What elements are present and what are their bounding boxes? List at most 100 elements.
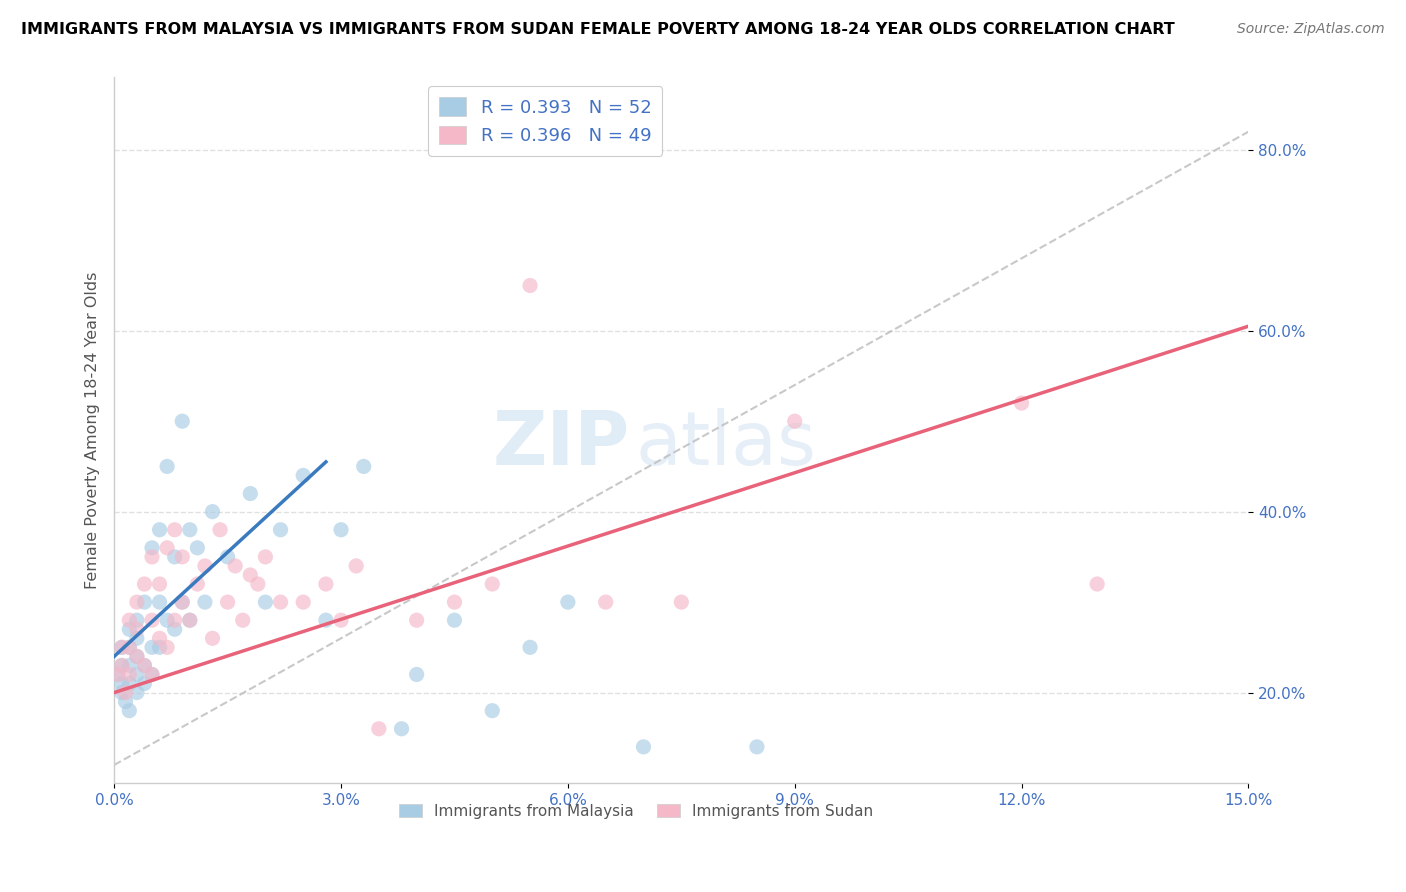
Point: [172, 595, 194, 609]
Text: atlas: atlas: [636, 408, 817, 481]
Point: [125, 685, 148, 699]
Point: [443, 613, 465, 627]
Point: [745, 739, 768, 754]
Point: [156, 541, 179, 555]
Point: [254, 595, 277, 609]
Point: [134, 676, 156, 690]
Point: [125, 595, 148, 609]
Point: [557, 595, 579, 609]
Point: [156, 640, 179, 655]
Point: [172, 414, 194, 428]
Point: [125, 622, 148, 636]
Point: [224, 558, 246, 573]
Point: [141, 667, 163, 681]
Point: [134, 595, 156, 609]
Point: [118, 667, 141, 681]
Point: [148, 640, 170, 655]
Point: [163, 622, 186, 636]
Point: [405, 667, 427, 681]
Point: [315, 577, 337, 591]
Point: [118, 613, 141, 627]
Point: [194, 558, 217, 573]
Point: [125, 632, 148, 646]
Point: [217, 595, 239, 609]
Point: [179, 613, 201, 627]
Point: [125, 649, 148, 664]
Point: [163, 523, 186, 537]
Point: [194, 595, 217, 609]
Point: [148, 632, 170, 646]
Point: [270, 523, 292, 537]
Point: [118, 676, 141, 690]
Point: [209, 523, 232, 537]
Text: IMMIGRANTS FROM MALAYSIA VS IMMIGRANTS FROM SUDAN FEMALE POVERTY AMONG 18-24 YEA: IMMIGRANTS FROM MALAYSIA VS IMMIGRANTS F…: [21, 22, 1175, 37]
Point: [671, 595, 693, 609]
Point: [111, 658, 134, 673]
Point: [111, 685, 134, 699]
Point: [111, 658, 134, 673]
Point: [519, 278, 541, 293]
Point: [201, 632, 224, 646]
Point: [107, 667, 129, 681]
Point: [114, 695, 136, 709]
Point: [481, 577, 503, 591]
Point: [156, 459, 179, 474]
Point: [330, 523, 353, 537]
Point: [111, 640, 134, 655]
Point: [134, 658, 156, 673]
Point: [148, 523, 170, 537]
Point: [405, 613, 427, 627]
Point: [156, 613, 179, 627]
Point: [201, 505, 224, 519]
Point: [179, 613, 201, 627]
Point: [148, 595, 170, 609]
Point: [186, 541, 208, 555]
Point: [118, 622, 141, 636]
Point: [315, 613, 337, 627]
Point: [141, 541, 163, 555]
Point: [118, 640, 141, 655]
Point: [481, 704, 503, 718]
Point: [1085, 577, 1108, 591]
Point: [179, 523, 201, 537]
Point: [118, 658, 141, 673]
Point: [367, 722, 389, 736]
Point: [292, 468, 315, 483]
Point: [391, 722, 413, 736]
Point: [1011, 396, 1033, 410]
Point: [107, 667, 129, 681]
Point: [125, 613, 148, 627]
Point: [330, 613, 353, 627]
Point: [148, 577, 170, 591]
Point: [519, 640, 541, 655]
Point: [270, 595, 292, 609]
Point: [232, 613, 254, 627]
Point: [172, 595, 194, 609]
Point: [254, 549, 277, 564]
Point: [141, 549, 163, 564]
Point: [141, 613, 163, 627]
Point: [246, 577, 269, 591]
Point: [163, 613, 186, 627]
Point: [186, 577, 208, 591]
Point: [141, 667, 163, 681]
Point: [163, 549, 186, 564]
Point: [134, 658, 156, 673]
Point: [172, 549, 194, 564]
Point: [114, 685, 136, 699]
Text: ZIP: ZIP: [494, 408, 630, 481]
Point: [353, 459, 375, 474]
Point: [595, 595, 617, 609]
Point: [344, 558, 367, 573]
Point: [111, 640, 134, 655]
Point: [125, 667, 148, 681]
Point: [118, 704, 141, 718]
Point: [783, 414, 806, 428]
Point: [125, 649, 148, 664]
Point: [443, 595, 465, 609]
Point: [217, 549, 239, 564]
Text: Source: ZipAtlas.com: Source: ZipAtlas.com: [1237, 22, 1385, 37]
Point: [118, 640, 141, 655]
Point: [292, 595, 315, 609]
Legend: Immigrants from Malaysia, Immigrants from Sudan: Immigrants from Malaysia, Immigrants fro…: [392, 797, 879, 825]
